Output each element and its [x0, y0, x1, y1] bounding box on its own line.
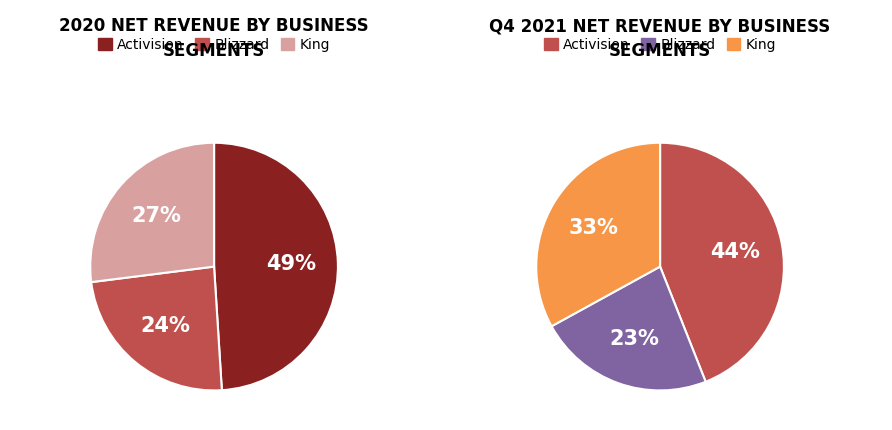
Text: 2020 NET REVENUE BY BUSINESS
SEGMENTS: 2020 NET REVENUE BY BUSINESS SEGMENTS [59, 17, 369, 60]
Wedge shape [91, 267, 222, 390]
Wedge shape [551, 267, 706, 390]
Wedge shape [214, 143, 338, 390]
Wedge shape [660, 143, 784, 382]
Text: 44%: 44% [711, 242, 761, 262]
Text: Q4 2021 NET REVENUE BY BUSINESS
SEGMENTS: Q4 2021 NET REVENUE BY BUSINESS SEGMENTS [490, 17, 830, 60]
Wedge shape [536, 143, 660, 326]
Legend: Activision, Blizzard, King: Activision, Blizzard, King [538, 32, 782, 57]
Text: 49%: 49% [266, 254, 316, 274]
Text: 27%: 27% [131, 206, 181, 226]
Text: 23%: 23% [609, 329, 659, 349]
Wedge shape [90, 143, 214, 282]
Legend: Activision, Blizzard, King: Activision, Blizzard, King [92, 32, 336, 57]
Text: 33%: 33% [569, 218, 619, 237]
Text: 24%: 24% [140, 316, 190, 336]
